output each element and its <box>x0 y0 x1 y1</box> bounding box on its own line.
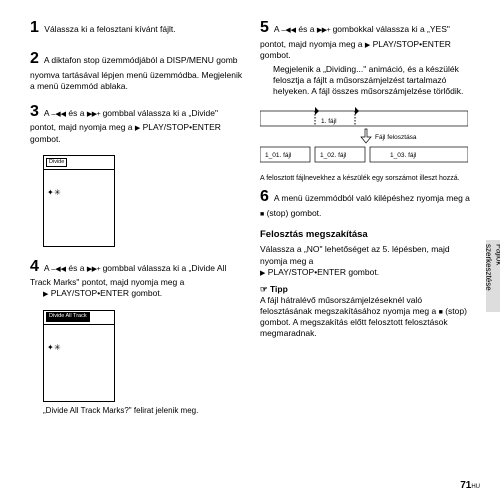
device-screen-divide-all: Divide All Track ✦ ✳ <box>43 310 115 402</box>
step-2: 2 A diktafon stop üzemmódjából a DISP/ME… <box>30 49 246 92</box>
diagram-caption: A felosztott fájlnevekhez a készülék egy… <box>260 174 476 183</box>
text: Válassza a „NO" lehetőséget az 5. lépésb… <box>260 244 450 265</box>
screen-title: Divide All Track <box>46 312 90 321</box>
text: PLAY/STOP•ENTER gombot. <box>265 267 379 277</box>
skip-forward-icon <box>87 263 100 273</box>
cursor-icon: ✦ <box>47 343 54 353</box>
step-number: 4 <box>30 257 39 278</box>
page-num-suffix: HU <box>471 484 480 490</box>
step-number: 5 <box>260 18 269 39</box>
diagram-label-split: Fájl felosztása <box>375 134 417 141</box>
page-number: 71HU <box>460 479 480 492</box>
burst-icon: ✳ <box>54 343 61 353</box>
step-4: 4 A és a gombbal válassza ki a „Divide A… <box>30 257 246 300</box>
step-number: 2 <box>30 49 39 70</box>
skip-back-icon <box>51 263 66 273</box>
side-tab: Fájlok szerkesztése <box>486 240 500 312</box>
step-6: 6 A menü üzemmódból való kilépéshez nyom… <box>260 187 476 219</box>
step-number: 6 <box>260 187 269 208</box>
diagram-svg: 1. fájl Fájl felosztása 1_01. fájl 1_02.… <box>260 107 468 169</box>
text: A menü üzemmódból való kilépéshez nyomja… <box>274 193 470 203</box>
tip-heading: Tipp <box>260 284 476 295</box>
step-1: 1 Válassza ki a felosztani kívánt fájlt. <box>30 18 246 39</box>
step-number: 1 <box>30 18 39 39</box>
skip-forward-icon <box>87 108 100 118</box>
skip-back-icon <box>281 24 296 34</box>
step-text: A menü üzemmódból való kilépéshez nyomja… <box>260 193 470 218</box>
screen-header: Divide All Track <box>44 311 114 325</box>
step-number: 3 <box>30 102 39 123</box>
step-text: Válassza ki a felosztani kívánt fájlt. <box>44 24 175 34</box>
step-5: 5 A és a gombokkal válassza ki a „YES" p… <box>260 18 476 97</box>
text: és a <box>296 24 317 34</box>
screen-body: ✦ ✳ <box>44 325 114 401</box>
text: és a <box>66 263 87 273</box>
screen-title: Divide <box>46 158 67 167</box>
diagram-box1: 1_01. fájl <box>265 152 292 159</box>
step-text: A és a gombokkal válassza ki a „YES" pon… <box>260 24 451 60</box>
text: (stop) gombot. <box>264 208 321 218</box>
step-text: A és a gombbal válassza ki a „Divide" po… <box>30 108 221 144</box>
step-text: A diktafon stop üzemmódjából a DISP/MENU… <box>30 55 242 91</box>
screen-header: Divide <box>44 156 114 170</box>
screen-caption: „Divide All Track Marks?" felirat jeleni… <box>30 406 246 416</box>
step-text: A és a gombbal válassza ki a „Divide All… <box>30 263 226 288</box>
step-3: 3 A és a gombbal válassza ki a „Divide" … <box>30 102 246 145</box>
cursor-icon: ✦ <box>47 188 54 198</box>
file-split-diagram: 1. fájl Fájl felosztása 1_01. fájl 1_02.… <box>260 107 476 183</box>
text: A fájl hátralévő műsorszámjelzéseknél va… <box>260 295 439 316</box>
cancel-heading: Felosztás megszakítása <box>260 229 476 241</box>
diagram-box3: 1_03. fájl <box>390 152 417 159</box>
cancel-body: Válassza a „NO" lehetőséget az 5. lépésb… <box>260 244 476 277</box>
skip-back-icon <box>51 108 66 118</box>
diagram-box2: 1_02. fájl <box>320 152 347 159</box>
step-indent: PLAY/STOP•ENTER gombot. <box>30 288 246 299</box>
tip-body: A fájl hátralévő műsorszámjelzéseknél va… <box>260 295 476 339</box>
screen-body: ✦ ✳ <box>44 170 114 246</box>
text: PLAY/STOP•ENTER gombot. <box>48 288 162 298</box>
skip-forward-icon <box>317 24 330 34</box>
step-para2: Megjelenik a „Dividing..." animáció, és … <box>260 64 476 97</box>
diagram-label-top: 1. fájl <box>321 118 337 125</box>
burst-icon: ✳ <box>54 188 61 198</box>
device-screen-divide: Divide ✦ ✳ <box>43 155 115 247</box>
text: és a <box>66 108 87 118</box>
page-num-value: 71 <box>460 480 471 491</box>
